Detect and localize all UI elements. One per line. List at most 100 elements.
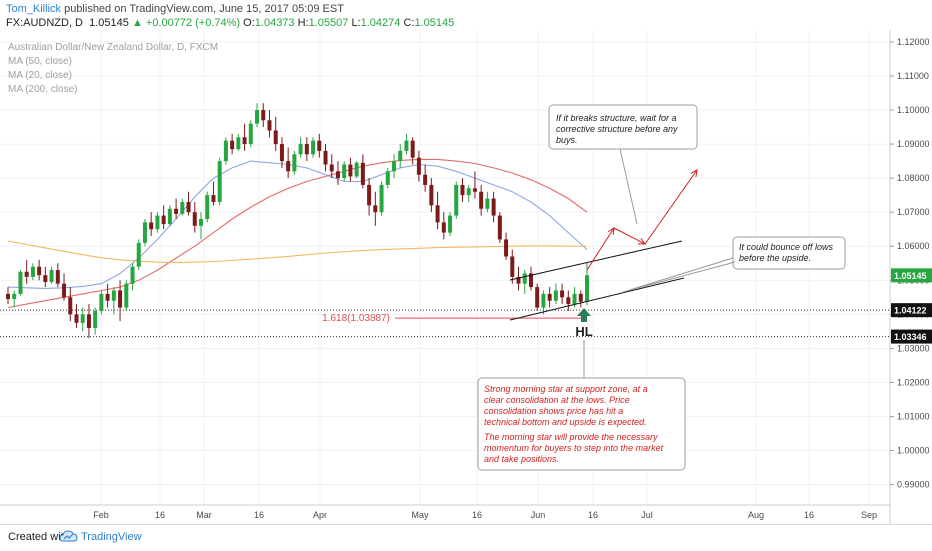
created-with-label: Created with <box>8 531 70 543</box>
price-tick-label: 1.06000 <box>897 241 930 251</box>
time-axis[interactable]: Feb 16 Mar 16 Apr May 16 Jun 16 Jul Aug 16 Sep <box>93 510 877 520</box>
candle-body <box>118 290 123 308</box>
candle <box>12 290 17 308</box>
tradingview-brand[interactable]: TradingView <box>81 531 142 543</box>
candle-body <box>441 222 446 233</box>
candle-body <box>404 140 409 151</box>
candle <box>93 307 98 335</box>
candle <box>578 290 583 308</box>
candle-body <box>255 110 260 124</box>
candle <box>248 120 253 148</box>
candle-body <box>248 123 253 145</box>
open-label: O: <box>243 17 255 29</box>
candle <box>292 150 297 175</box>
candle-body <box>560 290 565 298</box>
ma200-line <box>7 240 587 264</box>
time-tick-label: Mar <box>196 510 212 520</box>
candle <box>6 287 10 305</box>
price-tick-label: 1.02000 <box>897 377 930 387</box>
candle-body <box>24 271 29 277</box>
candle-body <box>43 275 48 282</box>
candle-body <box>174 208 179 214</box>
price-badge: 1.04122 <box>891 303 932 318</box>
candle <box>217 157 222 206</box>
candle <box>348 157 353 182</box>
ma20-line <box>7 160 588 289</box>
time-tick-label: Jun <box>531 510 546 520</box>
ma50-line <box>7 158 588 309</box>
candle <box>236 133 241 151</box>
candle <box>55 263 60 288</box>
drawings: HL If it breaks structure, wait for acorr… <box>477 104 846 471</box>
candle <box>429 178 434 213</box>
legend-ma20: MA (20, close) <box>8 70 72 81</box>
arrow-head-icon <box>637 238 647 245</box>
price-tick-label: 1.09000 <box>897 139 930 149</box>
candle-body <box>12 293 17 299</box>
projection-line <box>586 227 615 271</box>
candle <box>30 263 35 281</box>
candle <box>149 212 154 237</box>
legend-ma200: MA (200, close) <box>8 84 77 95</box>
candle <box>541 290 546 315</box>
candle-body <box>49 270 54 282</box>
candle <box>522 270 527 294</box>
candle-body <box>578 293 583 302</box>
price-axis[interactable]: 1.12000 1.11000 1.10000 1.09000 1.08000 1.070… <box>890 37 932 490</box>
footer: Created with TradingView <box>0 524 932 551</box>
time-tick-label: Jul <box>641 510 653 520</box>
candle-body <box>528 273 533 288</box>
price-tick-label: 1.03000 <box>897 343 930 353</box>
candle-body <box>217 161 222 202</box>
candle <box>142 218 147 247</box>
candle-body <box>416 157 421 175</box>
candle-body <box>535 287 540 308</box>
candle-body <box>454 184 459 216</box>
candle <box>379 181 384 216</box>
candle-body <box>335 171 340 179</box>
candle-body <box>142 222 147 243</box>
note-morning-text: momentum for buyers to step into the mar… <box>484 443 664 453</box>
candle <box>497 212 502 243</box>
candle-body <box>167 208 172 225</box>
candle <box>479 184 484 216</box>
projection-line <box>613 227 646 245</box>
time-tick-label: 16 <box>588 510 598 520</box>
candle-body <box>186 201 191 213</box>
candle <box>304 137 309 162</box>
candle-body <box>585 275 589 302</box>
tradingview-cloud-icon[interactable] <box>60 530 78 544</box>
candle <box>136 239 141 271</box>
note-breaks-text: buys. <box>556 135 578 145</box>
candle <box>18 270 23 296</box>
price-tick-label: 1.01000 <box>897 411 930 421</box>
candle <box>329 154 334 179</box>
price-badge-label: 1.05145 <box>894 271 927 281</box>
candle-body <box>360 162 365 185</box>
candle-body <box>62 283 67 298</box>
candle <box>367 178 372 216</box>
open-value: 1.04373 <box>254 17 295 29</box>
note-morning-text: clear consolidation at the lows. Price <box>484 395 630 405</box>
price-tick-label: 1.00000 <box>897 446 930 456</box>
legend-ma50: MA (50, close) <box>8 56 72 67</box>
fib-level-label: 1.618(1.03887) <box>322 313 390 324</box>
candle-body <box>553 290 558 301</box>
arrow-head-icon <box>690 169 698 177</box>
candle-body <box>373 205 378 213</box>
candle <box>323 144 328 172</box>
candle-body <box>323 150 328 165</box>
candle <box>423 164 428 192</box>
price-chart[interactable]: 1.618(1.03887) HL If it breaks structure,… <box>0 0 932 524</box>
author-link[interactable]: Tom_Killick <box>6 3 62 15</box>
note-morning-text: The morning star will provide the necess… <box>484 432 658 442</box>
candle <box>385 167 390 189</box>
note-breaks-text: If it breaks structure, wait for a <box>556 113 677 123</box>
candle <box>255 103 260 128</box>
candle <box>454 181 459 219</box>
candle-body <box>472 188 477 192</box>
candle-body <box>80 314 85 323</box>
candle-body <box>286 161 291 172</box>
note-morning-text: Strong morning star at support zone, at … <box>484 384 648 394</box>
candle <box>410 137 415 165</box>
